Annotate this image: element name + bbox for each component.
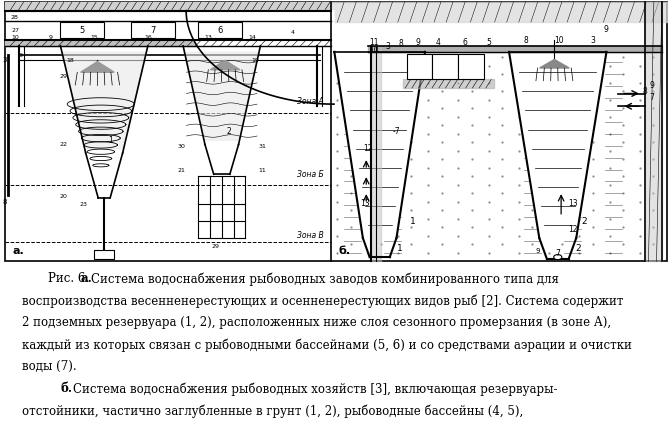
Text: 16: 16 — [144, 35, 152, 40]
Polygon shape — [62, 52, 146, 149]
Text: 6: 6 — [462, 38, 468, 47]
Text: 4: 4 — [290, 30, 294, 35]
Text: 10: 10 — [554, 36, 564, 45]
Bar — [131, 22, 175, 38]
Text: каждый из которых связан с рыбоводными бассейнами (5, 6) и со средствами аэрации: каждый из которых связан с рыбоводными б… — [22, 338, 632, 352]
Text: 1: 1 — [397, 244, 403, 253]
Text: 22: 22 — [60, 142, 68, 147]
Text: Зона А: Зона А — [297, 97, 324, 107]
Bar — [5, 2, 667, 261]
Text: 21: 21 — [177, 167, 185, 173]
Text: 10: 10 — [11, 35, 19, 40]
Text: 13: 13 — [568, 199, 577, 209]
Text: 15: 15 — [90, 35, 98, 40]
Polygon shape — [81, 62, 114, 72]
Text: 29: 29 — [211, 244, 219, 249]
Bar — [458, 54, 484, 79]
Bar — [432, 54, 458, 79]
Bar — [407, 54, 432, 79]
Text: 5: 5 — [486, 38, 491, 47]
Text: а.: а. — [12, 246, 24, 256]
Text: Рис. 6.: Рис. 6. — [48, 272, 89, 285]
Text: -7: -7 — [393, 127, 401, 136]
Text: 20: 20 — [60, 194, 68, 199]
Text: 12: 12 — [568, 225, 577, 234]
Text: 4: 4 — [435, 38, 441, 47]
Text: 9: 9 — [603, 25, 609, 34]
Text: 23: 23 — [80, 201, 88, 207]
Text: 2: 2 — [226, 127, 231, 136]
Text: 1: 1 — [411, 216, 416, 226]
Text: 9: 9 — [48, 35, 52, 40]
Text: 8: 8 — [2, 199, 7, 205]
Text: 28: 28 — [11, 15, 19, 20]
Circle shape — [554, 255, 562, 260]
Polygon shape — [510, 52, 605, 238]
Text: 13: 13 — [360, 199, 370, 209]
Text: 5: 5 — [80, 26, 85, 35]
Text: 29: 29 — [60, 74, 68, 79]
Text: 1: 1 — [108, 136, 114, 145]
Text: воды (7).: воды (7). — [22, 360, 76, 374]
Text: 14: 14 — [248, 35, 256, 40]
Text: 7: 7 — [555, 249, 560, 258]
Text: 31: 31 — [258, 144, 266, 149]
Text: 19: 19 — [251, 58, 259, 63]
Text: 13: 13 — [204, 35, 212, 40]
Bar — [94, 250, 114, 259]
Text: 3: 3 — [590, 36, 595, 45]
Text: а.: а. — [81, 272, 92, 285]
Text: 18: 18 — [67, 58, 75, 63]
Text: б.: б. — [60, 382, 73, 396]
Text: 10: 10 — [370, 45, 379, 55]
Text: 2 подземных резервуара (1, 2), расположенных ниже слоя сезонного промерзания (в : 2 подземных резервуара (1, 2), расположе… — [22, 316, 611, 329]
Text: 8: 8 — [523, 36, 528, 45]
Polygon shape — [186, 11, 334, 104]
Text: 9: 9 — [536, 248, 540, 254]
Polygon shape — [184, 52, 259, 140]
Text: 11: 11 — [370, 38, 379, 47]
Text: Зона В: Зона В — [297, 231, 324, 241]
Text: 6: 6 — [218, 26, 222, 35]
Text: отстойники, частично заглубленные в грунт (1, 2), рыбоводные бассейны (4, 5),: отстойники, частично заглубленные в грун… — [22, 405, 523, 418]
Text: воспроизводства весенненерестующих и осенненерестующих видов рыб [2]. Система со: воспроизводства весенненерестующих и осе… — [22, 294, 623, 308]
Text: 9: 9 — [649, 80, 655, 90]
Bar — [198, 22, 242, 38]
Text: 7: 7 — [649, 93, 655, 102]
Text: 11: 11 — [258, 167, 266, 173]
Polygon shape — [210, 60, 240, 70]
Text: 12: 12 — [364, 144, 373, 153]
Text: б.: б. — [339, 246, 351, 256]
Text: 2: 2 — [575, 244, 581, 253]
Text: 8: 8 — [642, 87, 648, 96]
Text: 3: 3 — [18, 53, 22, 58]
Text: 8: 8 — [398, 39, 404, 48]
Polygon shape — [540, 60, 569, 68]
Text: 9: 9 — [415, 38, 421, 47]
Text: Зона Б: Зона Б — [297, 170, 324, 179]
Bar — [60, 22, 104, 38]
Text: 30: 30 — [177, 144, 185, 149]
Text: 27: 27 — [11, 28, 19, 33]
Polygon shape — [335, 52, 423, 238]
Text: 7: 7 — [151, 26, 155, 35]
Text: Система водоснабжения рыбоводных хозяйств [3], включающая резервуары-: Система водоснабжения рыбоводных хозяйст… — [73, 382, 557, 396]
Text: 3: 3 — [2, 57, 7, 63]
Text: Система водоснабжения рыбоводных заводов комбинированного типа для: Система водоснабжения рыбоводных заводов… — [91, 272, 558, 286]
Text: 2: 2 — [582, 216, 587, 226]
Text: 3: 3 — [385, 42, 390, 51]
